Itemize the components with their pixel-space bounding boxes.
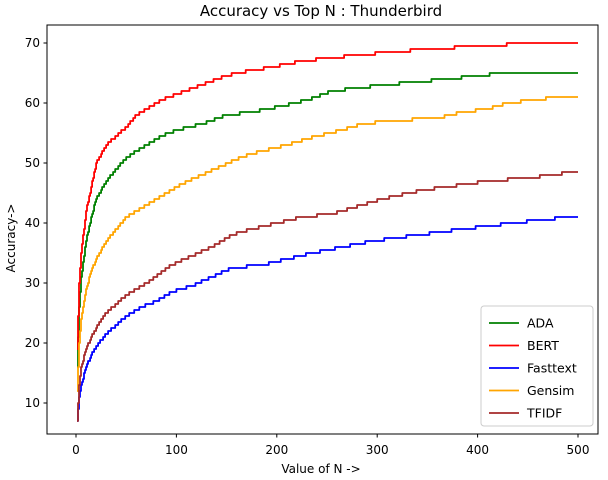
legend-label-tfidf: TFIDF [526,406,562,421]
series-line-bert [77,42,578,350]
axis-ticks: 0 100 200 300 400 500 10 20 30 40 50 60 70 [25,36,590,457]
legend-label-ada: ADA [527,316,554,331]
x-tick-label: 100 [165,443,188,457]
chart-title: Accuracy vs Top N : Thunderbird [200,2,442,20]
y-tick-label: 70 [25,36,40,50]
y-axis-label: Accuracy-> [4,204,18,273]
y-tick-label: 30 [25,276,40,290]
x-tick-label: 200 [265,443,288,457]
series-line-ada [77,72,578,368]
legend-label-bert: BERT [527,338,559,353]
legend-box [480,305,594,427]
series-line-fasttext [77,216,578,422]
x-tick-label: 300 [366,443,389,457]
y-tick-label: 20 [25,336,40,350]
y-tick-label: 40 [25,216,40,230]
legend-label-gensim: Gensim [527,383,574,398]
series-lines [77,42,578,422]
series-line-tfidf [77,171,578,422]
x-tick-label: 400 [466,443,489,457]
legend-label-fasttext: Fasttext [527,361,577,376]
y-tick-label: 10 [25,396,40,410]
x-tick-label: 0 [72,443,80,457]
series-line-gensim [77,96,578,392]
y-tick-label: 60 [25,96,40,110]
x-tick-label: 500 [567,443,590,457]
x-axis-label: Value of N -> [281,462,360,476]
legend: ADA BERT Fasttext Gensim TFIDF [480,305,594,427]
y-tick-label: 50 [25,156,40,170]
